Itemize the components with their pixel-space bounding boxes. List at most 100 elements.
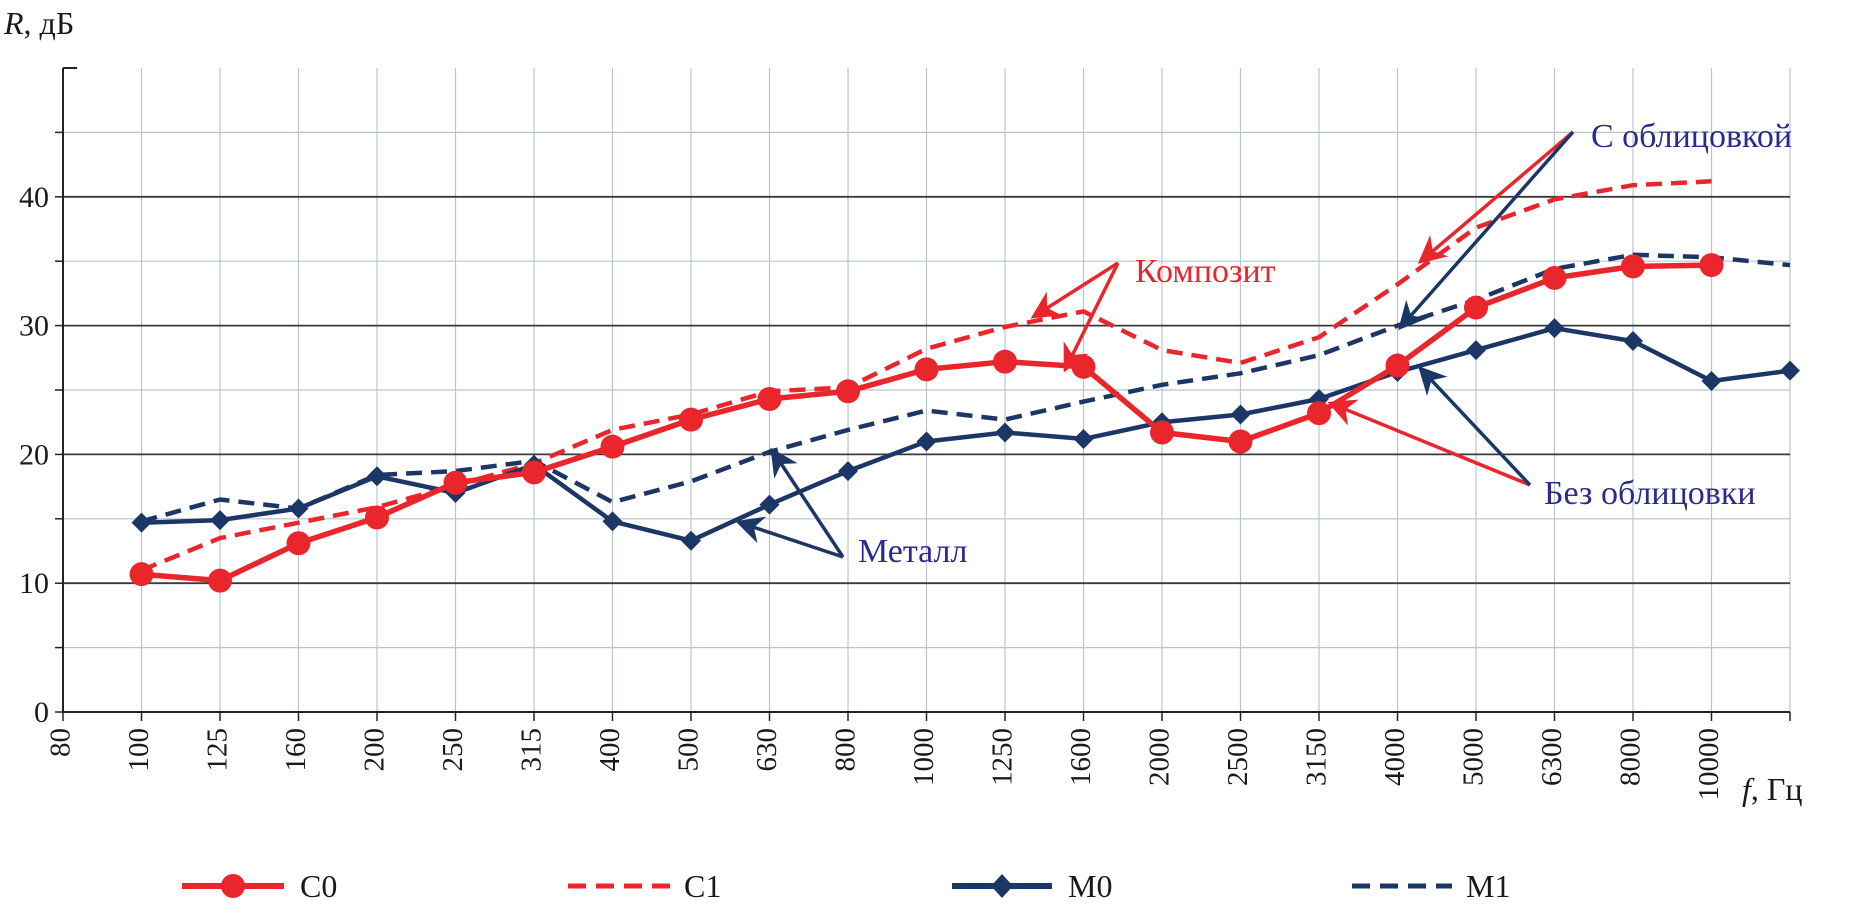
y-axis-title: R, дБ (3, 5, 74, 41)
data-point-m0 (367, 466, 387, 487)
x-tick-label: 2000 (1144, 728, 1176, 786)
x-tick-label: 10000 (1693, 728, 1725, 801)
series-line-m0 (141, 325, 1791, 543)
data-point-m0 (681, 530, 701, 551)
data-point-c0 (993, 349, 1017, 374)
data-point-c0 (600, 434, 625, 459)
arrow-composite-c0 (1063, 262, 1120, 373)
data-point-m0 (838, 461, 858, 482)
legend-marker-c0 (221, 874, 245, 898)
series-m1 (140, 252, 1791, 524)
arrow-bare-c0 (1327, 399, 1531, 487)
arrow-metal-m0 (735, 516, 844, 559)
y-tick-label: 30 (19, 310, 49, 343)
y-tick-label: 40 (19, 181, 49, 214)
x-tick-label: 125 (202, 728, 234, 772)
x-tick-label: 250 (437, 728, 469, 772)
series-c0 (129, 253, 1724, 593)
legend-marker-m0 (991, 874, 1013, 898)
x-tick-label: 800 (830, 728, 862, 772)
data-point-c0 (1307, 401, 1331, 426)
data-point-m0 (1623, 331, 1643, 352)
y-tick-label: 20 (19, 438, 49, 471)
data-point-m0 (995, 422, 1015, 443)
data-point-c0 (1385, 353, 1410, 378)
data-point-m0 (916, 431, 937, 452)
data-point-c0 (1464, 295, 1488, 320)
annotation-with-cladding: С облицовкой (1591, 118, 1792, 155)
arrow-bare-m0 (1418, 365, 1532, 487)
x-tick-label: 1000 (908, 728, 940, 786)
data-point-c0 (443, 470, 468, 495)
arrow-cladding-c1 (1417, 130, 1575, 264)
arrow-composite-c1 (1030, 261, 1119, 319)
data-point-c0 (286, 531, 311, 556)
series-line-m1 (140, 252, 1791, 524)
x-tick-label: 1250 (987, 728, 1019, 786)
legend: C0 C1 M0 M1 (182, 868, 1510, 904)
annotation-without-cladding: Без облицовки (1544, 475, 1756, 512)
y-tick-label: 10 (19, 567, 49, 600)
legend-label-m1: M1 (1466, 868, 1510, 904)
grid (63, 68, 1791, 712)
data-point-c0 (679, 407, 703, 432)
y-tick-label: 0 (34, 696, 49, 729)
x-tick-label: 315 (516, 728, 548, 772)
data-point-m0 (210, 510, 230, 531)
legend-item-m0: M0 (952, 868, 1112, 904)
x-tick-label: 200 (359, 728, 391, 772)
axes (55, 67, 1791, 721)
arrow-cladding-m1 (1398, 130, 1575, 331)
data-point-c0 (1699, 253, 1724, 278)
y-axis-unit: , дБ (24, 5, 75, 41)
data-point-c0 (914, 357, 939, 382)
y-axis-var: R (3, 5, 24, 41)
series (129, 179, 1800, 593)
data-point-m0 (1701, 370, 1722, 391)
x-tick-label: 500 (673, 728, 705, 772)
data-point-m0 (602, 511, 623, 532)
x-tick-label: 2500 (1222, 728, 1254, 786)
data-point-c0 (757, 387, 782, 412)
arrow-metal-m1 (770, 447, 845, 558)
annotation-composite: Композит (1135, 253, 1276, 290)
x-tick-label: 3150 (1301, 728, 1333, 786)
data-point-c0 (1071, 354, 1096, 379)
data-point-m0 (1466, 340, 1486, 361)
data-point-c0 (129, 562, 154, 587)
data-point-m0 (1073, 428, 1094, 449)
legend-label-c0: C0 (300, 868, 337, 904)
annotation-arrows (735, 130, 1575, 559)
x-tick-label: 630 (751, 728, 783, 772)
legend-item-m1: M1 (1352, 868, 1510, 904)
data-point-m0 (1780, 360, 1800, 381)
x-tick-label: 1600 (1065, 728, 1097, 786)
legend-item-c1: C1 (568, 868, 721, 904)
data-point-c0 (1150, 420, 1174, 445)
legend-item-c0: C0 (182, 868, 337, 904)
data-point-c0 (1621, 254, 1645, 279)
x-tick-label: 6300 (1536, 728, 1568, 786)
data-point-c0 (208, 568, 232, 593)
x-tick-label: 5000 (1458, 728, 1490, 786)
data-point-m0 (1544, 318, 1565, 339)
data-point-m0 (1230, 404, 1251, 425)
data-point-c0 (1228, 429, 1253, 454)
x-tick-label: 80 (45, 728, 77, 757)
x-tick-label: 160 (280, 728, 312, 772)
data-point-m0 (131, 512, 152, 533)
legend-label-m0: M0 (1068, 868, 1112, 904)
data-point-c0 (522, 460, 546, 485)
x-tick-label: 8000 (1615, 728, 1647, 786)
x-tick-label: 100 (123, 728, 155, 772)
data-point-m0 (759, 494, 780, 515)
data-point-m0 (288, 498, 309, 519)
data-point-c0 (1542, 265, 1567, 290)
data-point-c0 (365, 505, 389, 530)
tick-labels: 0 10 20 30 40 80 100 125 160 200 250 315 400 500 630 80… (19, 181, 1725, 801)
legend-label-c1: C1 (684, 868, 721, 904)
data-point-c0 (836, 379, 860, 404)
x-axis-unit: , Гц (1751, 771, 1803, 807)
x-tick-label: 4000 (1379, 728, 1411, 786)
